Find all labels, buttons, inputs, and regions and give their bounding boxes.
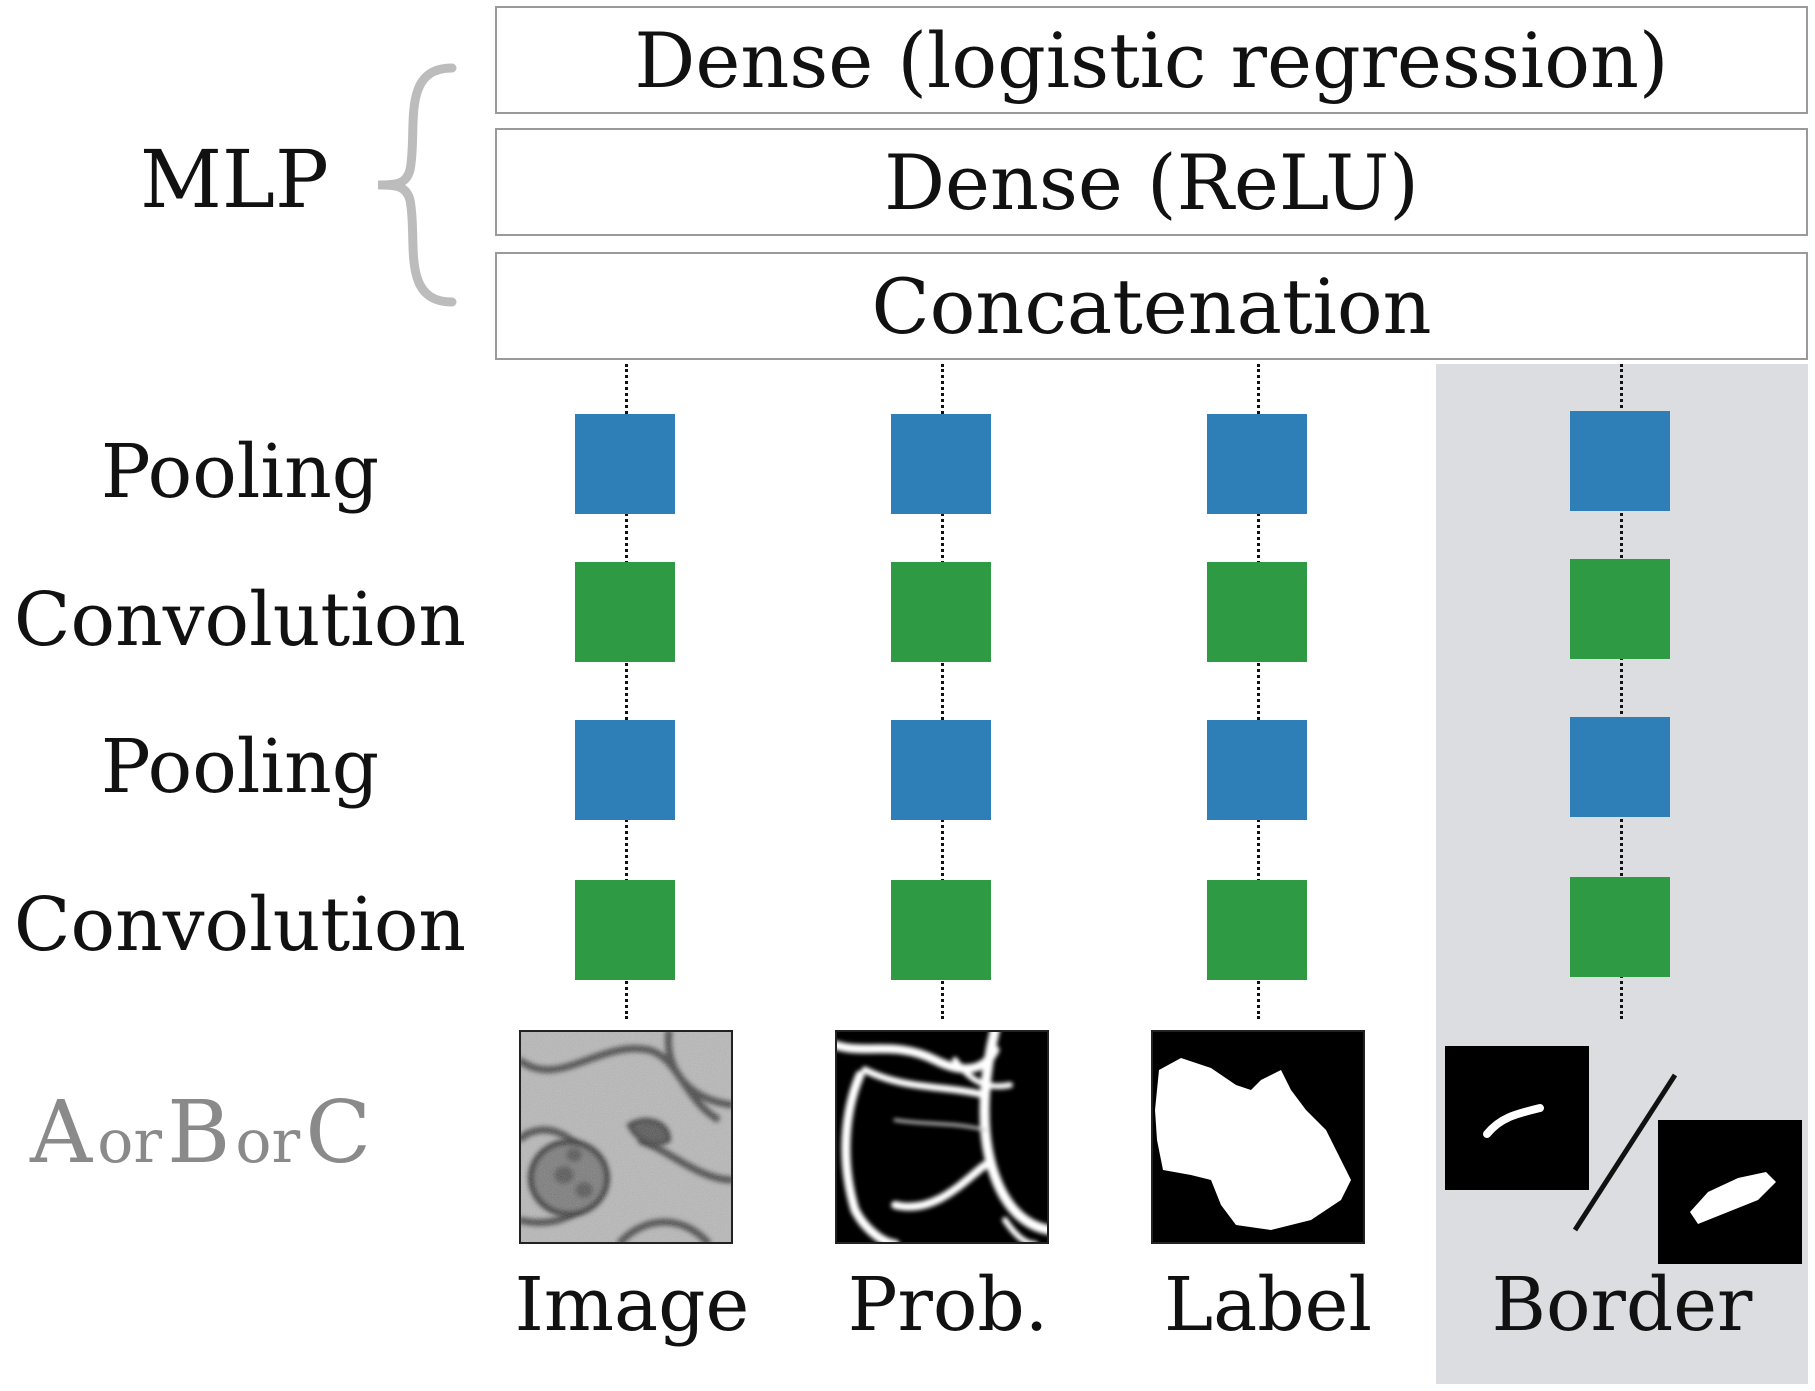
- mlp-brace: [377, 63, 457, 307]
- input-choice-c: C: [305, 1083, 372, 1183]
- input-choice-or-1: or: [97, 1107, 163, 1177]
- pooling-block: [1570, 717, 1670, 817]
- input-choice-a: A: [30, 1083, 93, 1183]
- row-label-pooling-bottom: Pooling: [100, 724, 380, 810]
- border-input-thumbnail-large: [1658, 1120, 1802, 1264]
- convolution-block: [1570, 559, 1670, 659]
- concatenation-layer: Concatenation: [495, 252, 1808, 360]
- column-label-border: Border: [1491, 1262, 1753, 1348]
- border-separator-slash: [1572, 1073, 1678, 1232]
- mlp-label: MLP: [140, 133, 329, 226]
- pooling-block: [575, 720, 675, 820]
- column-label-image: Image: [514, 1262, 750, 1348]
- convolution-block: [1207, 562, 1307, 662]
- connector-label: [1257, 364, 1260, 1019]
- convolution-block: [891, 880, 991, 980]
- connector-prob: [941, 364, 944, 1019]
- pooling-block: [575, 414, 675, 514]
- convolution-block: [1207, 880, 1307, 980]
- convolution-block: [575, 562, 675, 662]
- row-label-pooling-top: Pooling: [100, 429, 380, 515]
- border-input-thumbnail-small: [1445, 1046, 1589, 1190]
- column-label-prob: Prob.: [847, 1262, 1049, 1348]
- pooling-block: [1207, 720, 1307, 820]
- input-choice-text: A or B or C: [30, 1090, 480, 1176]
- prob-input-thumbnail: [835, 1030, 1049, 1244]
- label-input-thumbnail: [1151, 1030, 1365, 1244]
- connector-image: [625, 364, 628, 1019]
- convolution-block: [891, 562, 991, 662]
- connector-border: [1620, 364, 1623, 1019]
- row-label-convolution-top: Convolution: [13, 577, 467, 663]
- pooling-block: [1207, 414, 1307, 514]
- dense-relu-layer: Dense (ReLU): [495, 128, 1808, 236]
- concatenation-label: Concatenation: [871, 261, 1432, 351]
- dense-logistic-layer: Dense (logistic regression): [495, 6, 1808, 114]
- image-input-thumbnail: [519, 1030, 733, 1244]
- dense-logistic-label: Dense (logistic regression): [634, 15, 1669, 105]
- convolution-block: [1570, 877, 1670, 977]
- column-label-label: Label: [1163, 1262, 1373, 1348]
- pooling-block: [891, 414, 991, 514]
- row-label-convolution-bottom: Convolution: [13, 882, 467, 968]
- input-choice-b: B: [167, 1083, 231, 1183]
- pooling-block: [1570, 411, 1670, 511]
- dense-relu-label: Dense (ReLU): [884, 137, 1419, 227]
- input-choice-or-2: or: [235, 1107, 301, 1177]
- pooling-block: [891, 720, 991, 820]
- convolution-block: [575, 880, 675, 980]
